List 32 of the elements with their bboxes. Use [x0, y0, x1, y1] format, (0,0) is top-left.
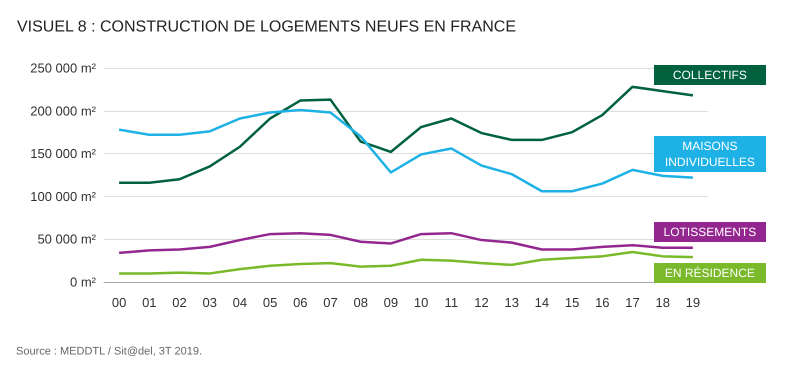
x-tick-label: 01 — [142, 295, 157, 310]
series-label: COLLECTIFS — [654, 65, 766, 86]
y-tick-label: 250 000 m² — [30, 60, 97, 76]
x-tick-label: 12 — [474, 295, 489, 310]
x-tick-label: 09 — [384, 295, 398, 310]
x-tick-label: 15 — [564, 295, 580, 310]
y-tick-label: 100 000 m² — [30, 188, 97, 204]
x-tick-label: 08 — [353, 295, 368, 310]
y-tick-label: 0 m² — [70, 274, 97, 290]
x-tick-label: 13 — [504, 295, 519, 310]
x-tick-label: 06 — [293, 295, 308, 310]
x-tick-label: 19 — [686, 295, 700, 310]
x-tick-label: 10 — [414, 295, 428, 310]
series-label: LOTISSEMENTS — [654, 222, 766, 242]
x-tick-label: 05 — [262, 295, 278, 310]
x-tick-label: 03 — [202, 295, 217, 310]
series-label: MAISONS INDIVIDUELLES — [654, 136, 766, 172]
x-tick-label: 00 — [112, 295, 126, 310]
x-tick-label: 16 — [595, 295, 610, 310]
x-tick-label: 02 — [172, 295, 187, 310]
x-tick-label: 17 — [625, 295, 640, 310]
series-label: EN RÉSIDENCE — [654, 263, 766, 284]
y-tick-label: 200 000 m² — [30, 103, 97, 118]
chart-title: VISUEL 8 : CONSTRUCTION DE LOGEMENTS NEUFS EN FRANCE — [17, 18, 516, 36]
x-tick-label: 14 — [534, 295, 550, 310]
x-tick-label: 07 — [323, 295, 338, 310]
x-tick-label: 18 — [655, 295, 670, 310]
y-tick-label: 50 000 m² — [37, 232, 97, 247]
x-tick-label: 04 — [232, 295, 248, 310]
x-tick-label: 11 — [444, 295, 458, 310]
source-note: Source : MEDDTL / Sit@del, 3T 2019. — [16, 346, 202, 358]
y-tick-label: 150 000 m² — [30, 146, 97, 162]
